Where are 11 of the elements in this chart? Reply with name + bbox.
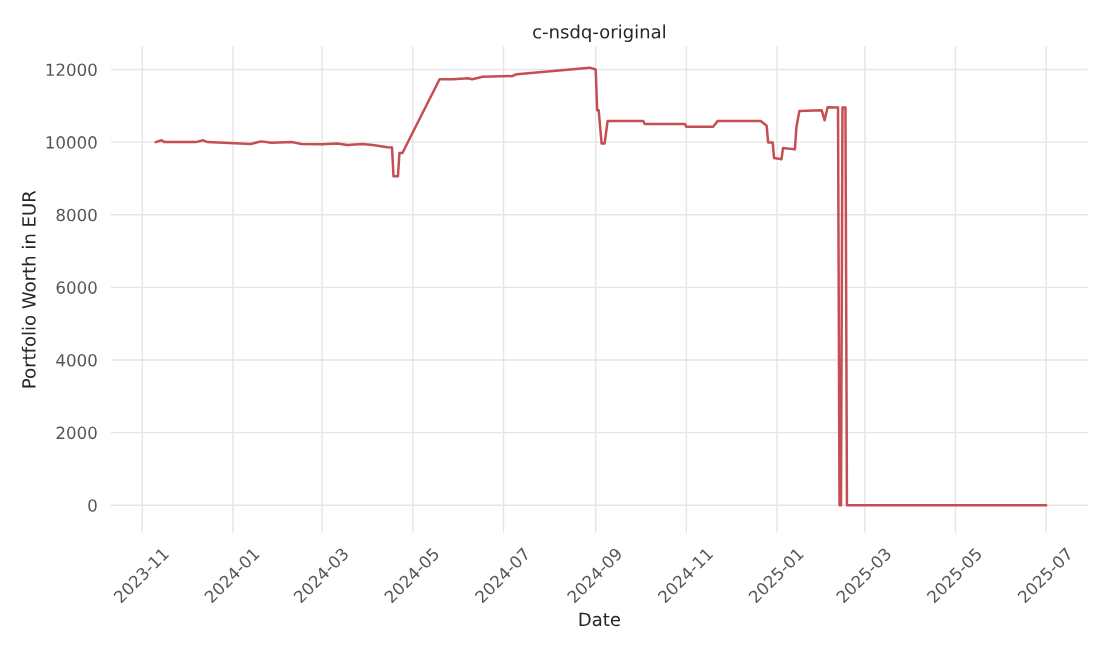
y-tick-label: 4000	[56, 353, 97, 367]
y-tick-label: 6000	[56, 281, 97, 294]
chart-title: c-nsdq-original	[533, 24, 665, 43]
y-tick-label: 2000	[56, 426, 97, 440]
line-series	[154, 66, 1048, 507]
y-tick-label: 8000	[56, 208, 97, 222]
x-axis-title: Date	[579, 612, 621, 627]
y-axis-title: Portfolio Worth in EUR	[21, 190, 36, 388]
y-tick-label: 10000	[46, 136, 97, 149]
y-tick-label: 0	[88, 499, 97, 512]
y-tick-label: 12000	[46, 63, 97, 77]
